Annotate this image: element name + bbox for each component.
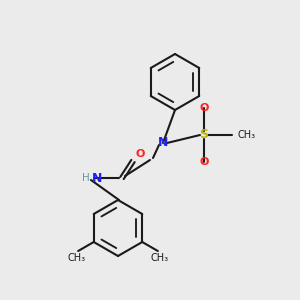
- Text: O: O: [135, 149, 144, 159]
- Text: N: N: [158, 136, 168, 149]
- Text: CH₃: CH₃: [151, 253, 169, 263]
- Text: CH₃: CH₃: [67, 253, 85, 263]
- Text: N: N: [92, 172, 102, 184]
- Text: CH₃: CH₃: [237, 130, 255, 140]
- Text: S: S: [200, 128, 208, 142]
- Text: O: O: [199, 103, 209, 113]
- Text: H: H: [82, 173, 90, 183]
- Text: O: O: [199, 157, 209, 167]
